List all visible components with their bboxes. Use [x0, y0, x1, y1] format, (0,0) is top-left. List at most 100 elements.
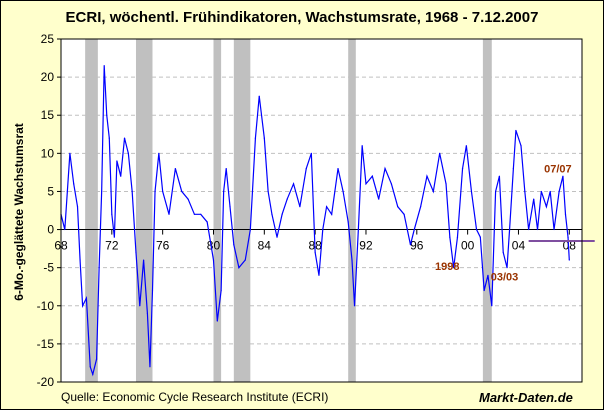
data-point — [365, 183, 367, 185]
x-tick-label: 76 — [156, 239, 170, 253]
data-point — [449, 236, 451, 238]
data-point — [351, 259, 353, 261]
data-point — [271, 213, 273, 215]
x-tick-label: 96 — [410, 239, 424, 253]
data-point — [502, 251, 504, 254]
y-tick-label: 10 — [41, 146, 55, 160]
annotation-label: 1998 — [435, 261, 459, 273]
data-point — [325, 206, 328, 208]
y-tick-label: -20 — [37, 375, 55, 389]
data-point — [64, 228, 66, 231]
y-tick-label: 5 — [47, 184, 54, 198]
data-point — [149, 366, 151, 368]
data-point — [238, 267, 240, 269]
data-point — [82, 305, 84, 307]
data-point — [229, 206, 231, 208]
data-point — [193, 213, 196, 215]
x-tick-label: 00 — [461, 239, 475, 253]
data-point — [568, 259, 570, 261]
data-point — [286, 198, 288, 200]
data-point — [331, 213, 333, 215]
data-point — [106, 114, 108, 116]
data-point — [353, 305, 356, 307]
data-point — [135, 251, 137, 254]
data-point — [146, 312, 149, 314]
data-point — [314, 251, 316, 254]
data-point — [508, 228, 511, 231]
data-point — [337, 167, 339, 170]
data-point — [465, 145, 467, 147]
data-point — [420, 206, 422, 208]
data-point — [139, 305, 141, 307]
data-point — [69, 152, 71, 154]
data-point — [187, 198, 189, 200]
data-point — [536, 228, 539, 231]
data-point — [154, 190, 156, 193]
annotation-label: 07/07 — [544, 163, 572, 175]
data-point — [520, 145, 522, 147]
data-point — [79, 259, 81, 261]
data-point — [498, 175, 501, 177]
data-point — [92, 373, 94, 375]
data-point — [310, 152, 312, 154]
data-point — [432, 190, 434, 193]
data-point — [549, 190, 551, 193]
data-point — [567, 236, 569, 238]
data-point — [553, 228, 555, 231]
data-point — [66, 190, 68, 193]
series-line — [60, 65, 570, 377]
data-point — [220, 289, 222, 292]
recession-bar — [233, 39, 251, 382]
data-point — [292, 183, 295, 185]
data-point — [267, 190, 269, 193]
data-point — [158, 152, 160, 154]
data-point — [206, 221, 208, 223]
data-point — [322, 228, 324, 231]
data-point — [123, 137, 126, 139]
data-point — [361, 145, 363, 147]
data-point — [318, 274, 320, 276]
data-point — [371, 175, 373, 177]
y-tick-label: -5 — [43, 261, 54, 275]
data-point — [120, 175, 122, 177]
data-point — [103, 65, 105, 67]
source-note: Quelle: Economic Cycle Research Institut… — [61, 390, 329, 404]
y-tick-label: -15 — [37, 337, 55, 351]
data-point — [216, 320, 218, 322]
data-point — [254, 137, 257, 139]
data-point — [233, 244, 235, 246]
data-point — [403, 213, 405, 215]
data-point — [223, 190, 225, 193]
data-point — [281, 213, 283, 215]
data-point — [453, 267, 455, 269]
data-point — [426, 175, 428, 177]
data-point — [439, 152, 441, 154]
data-point — [487, 274, 489, 276]
data-point — [524, 190, 526, 193]
chart-title: ECRI, wöchentl. Frühindikatoren, Wachstu… — [65, 9, 539, 26]
y-tick-label: 20 — [41, 70, 55, 84]
data-point — [562, 175, 564, 177]
data-point — [111, 213, 113, 215]
data-point — [95, 358, 98, 360]
recession-bar — [348, 39, 356, 382]
data-point — [512, 167, 514, 170]
y-tick-label: 15 — [41, 108, 55, 122]
x-tick-label: 72 — [105, 239, 119, 253]
data-point — [249, 228, 251, 231]
data-point — [127, 152, 129, 154]
data-point — [299, 206, 301, 208]
data-point — [108, 137, 110, 139]
data-point — [397, 206, 399, 208]
data-point — [116, 160, 118, 162]
x-tick-label: 84 — [258, 239, 272, 253]
data-point — [483, 289, 485, 292]
data-point — [168, 213, 170, 215]
data-point — [558, 190, 560, 193]
data-point — [390, 183, 392, 185]
data-point — [342, 190, 344, 193]
data-point — [263, 137, 265, 139]
data-point — [470, 190, 473, 193]
x-tick-label: 80 — [207, 239, 221, 253]
data-point — [494, 190, 497, 193]
